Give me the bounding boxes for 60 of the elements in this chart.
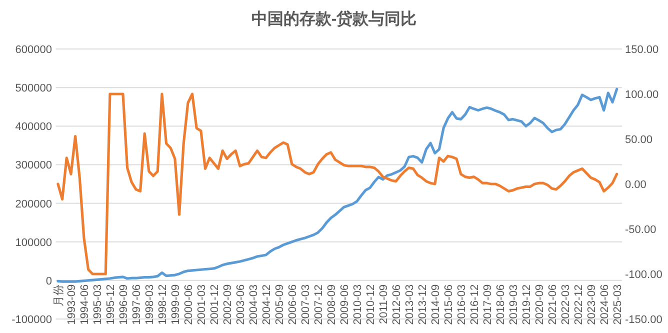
x-tick-label: 2019-12: [520, 284, 533, 325]
y-tick-label: 600000: [15, 44, 52, 56]
x-tick-label: 1998-12: [156, 284, 169, 325]
x-tick-label: 2010-12: [364, 284, 377, 325]
x-tick-label: 2019-03: [508, 284, 520, 325]
y2-tick-label: -100.00: [625, 269, 662, 281]
x-tick-label: 1996-09: [118, 284, 130, 325]
y2-tick-label: 50.00: [625, 134, 653, 146]
y-tick-label: 500000: [15, 82, 52, 95]
y2-tick-label: 100.00: [625, 89, 659, 101]
x-tick-label: 2008-09: [326, 284, 338, 325]
x-tick-label: 2022-12: [572, 284, 585, 325]
y2-tick-label: -150.00: [625, 314, 662, 326]
x-tick-label: 2011-09: [378, 284, 390, 324]
y2-tick-label: 0.00: [625, 179, 646, 191]
x-tick-label: 2013-03: [404, 284, 416, 325]
y-tick-label: 200000: [15, 198, 52, 210]
y-tick-label: 400000: [15, 121, 52, 134]
x-tick-label: 2005-09: [274, 284, 286, 325]
x-tick-label: 1994-06: [78, 284, 91, 325]
x-tick-label: 2002-09: [222, 284, 234, 325]
x-tick-label: 2024-06: [598, 284, 611, 325]
x-tick-label: 2015-06: [442, 284, 455, 325]
x-tick-label: 2016-03: [456, 284, 468, 325]
x-tick-label: 2017-09: [482, 284, 494, 325]
x-tick-label: 2022-03: [560, 284, 572, 325]
y2-tick-label: -50.00: [625, 224, 656, 236]
x-tick-label: 2007-03: [300, 284, 312, 325]
y-tick-label: 0: [46, 275, 52, 288]
x-tick-label: 2006-06: [286, 284, 299, 325]
x-tick-label: 2014-09: [430, 284, 442, 325]
x-tick-label: 2023-09: [586, 284, 598, 325]
x-tick-label: 2004-12: [260, 284, 273, 325]
x-tick-label: 2021-06: [546, 284, 559, 325]
x-tick-label: 1997-06: [130, 284, 143, 325]
x-tick-label: 1993-09: [66, 284, 78, 325]
x-tick-label: 2020-09: [534, 284, 546, 325]
x-tick-label: 2001-12: [208, 284, 221, 325]
x-tick-label: 1995-12: [104, 284, 117, 325]
y2-tick-label: 150.00: [625, 44, 659, 56]
x-tick-label: 2000-06: [182, 284, 195, 325]
chart-title: 中国的存款-贷款与同比: [251, 10, 417, 28]
x-tick-label: 2025-03: [612, 284, 624, 325]
x-tick-label: 2007-12: [312, 284, 325, 325]
x-tick-label: 2001-03: [196, 284, 208, 325]
x-tick-label: 2016-12: [468, 284, 481, 325]
x-tick-label: 1998-03: [144, 284, 156, 325]
x-tick-label: 2004-03: [248, 284, 260, 325]
x-tick-label: 1995-03: [92, 284, 104, 325]
y-tick-label: 300000: [15, 160, 52, 172]
x-tick-label: 月份: [52, 284, 65, 306]
x-tick-label: 2013-12: [416, 284, 429, 325]
x-tick-label: 2009-06: [338, 284, 351, 325]
x-tick-label: 2010-03: [352, 284, 364, 325]
x-tick-label: 2003-06: [234, 284, 247, 325]
y-tick-label: 100000: [15, 236, 52, 249]
x-tick-label: 2018-06: [494, 284, 507, 325]
y-tick-label: -100000: [12, 314, 52, 326]
x-tick-label: 2012-06: [390, 284, 403, 325]
x-tick-label: 1999-09: [170, 284, 182, 325]
